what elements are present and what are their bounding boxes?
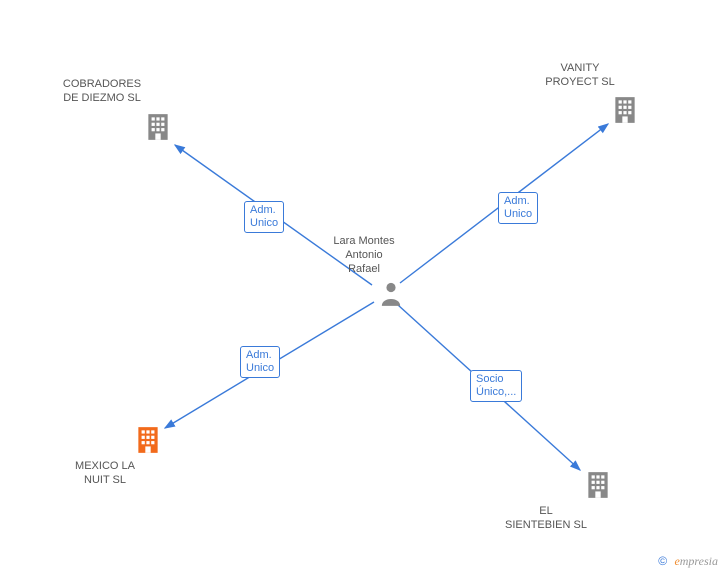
footer-attribution: © empresia: [658, 554, 718, 569]
company-label: MEXICO LA NUIT SL: [60, 460, 150, 488]
building-icon: [135, 425, 161, 455]
center-person-label: Lara Montes Antonio Rafael: [324, 235, 404, 276]
edge-label: Adm.Unico: [498, 192, 538, 224]
person-icon: [380, 280, 402, 306]
building-icon: [145, 112, 171, 142]
building-icon: [585, 470, 611, 500]
company-label: VANITY PROYECT SL: [535, 62, 625, 90]
brand-rest: mpresia: [680, 554, 718, 568]
edge-label: Adm.Unico: [244, 201, 284, 233]
company-label: COBRADORES DE DIEZMO SL: [47, 78, 157, 106]
company-label: EL SIENTEBIEN SL: [491, 505, 601, 533]
edge-label: SocioÚnico,...: [470, 370, 522, 402]
edge-label: Adm.Unico: [240, 346, 280, 378]
copyright-symbol: ©: [658, 554, 667, 568]
building-icon: [612, 95, 638, 125]
